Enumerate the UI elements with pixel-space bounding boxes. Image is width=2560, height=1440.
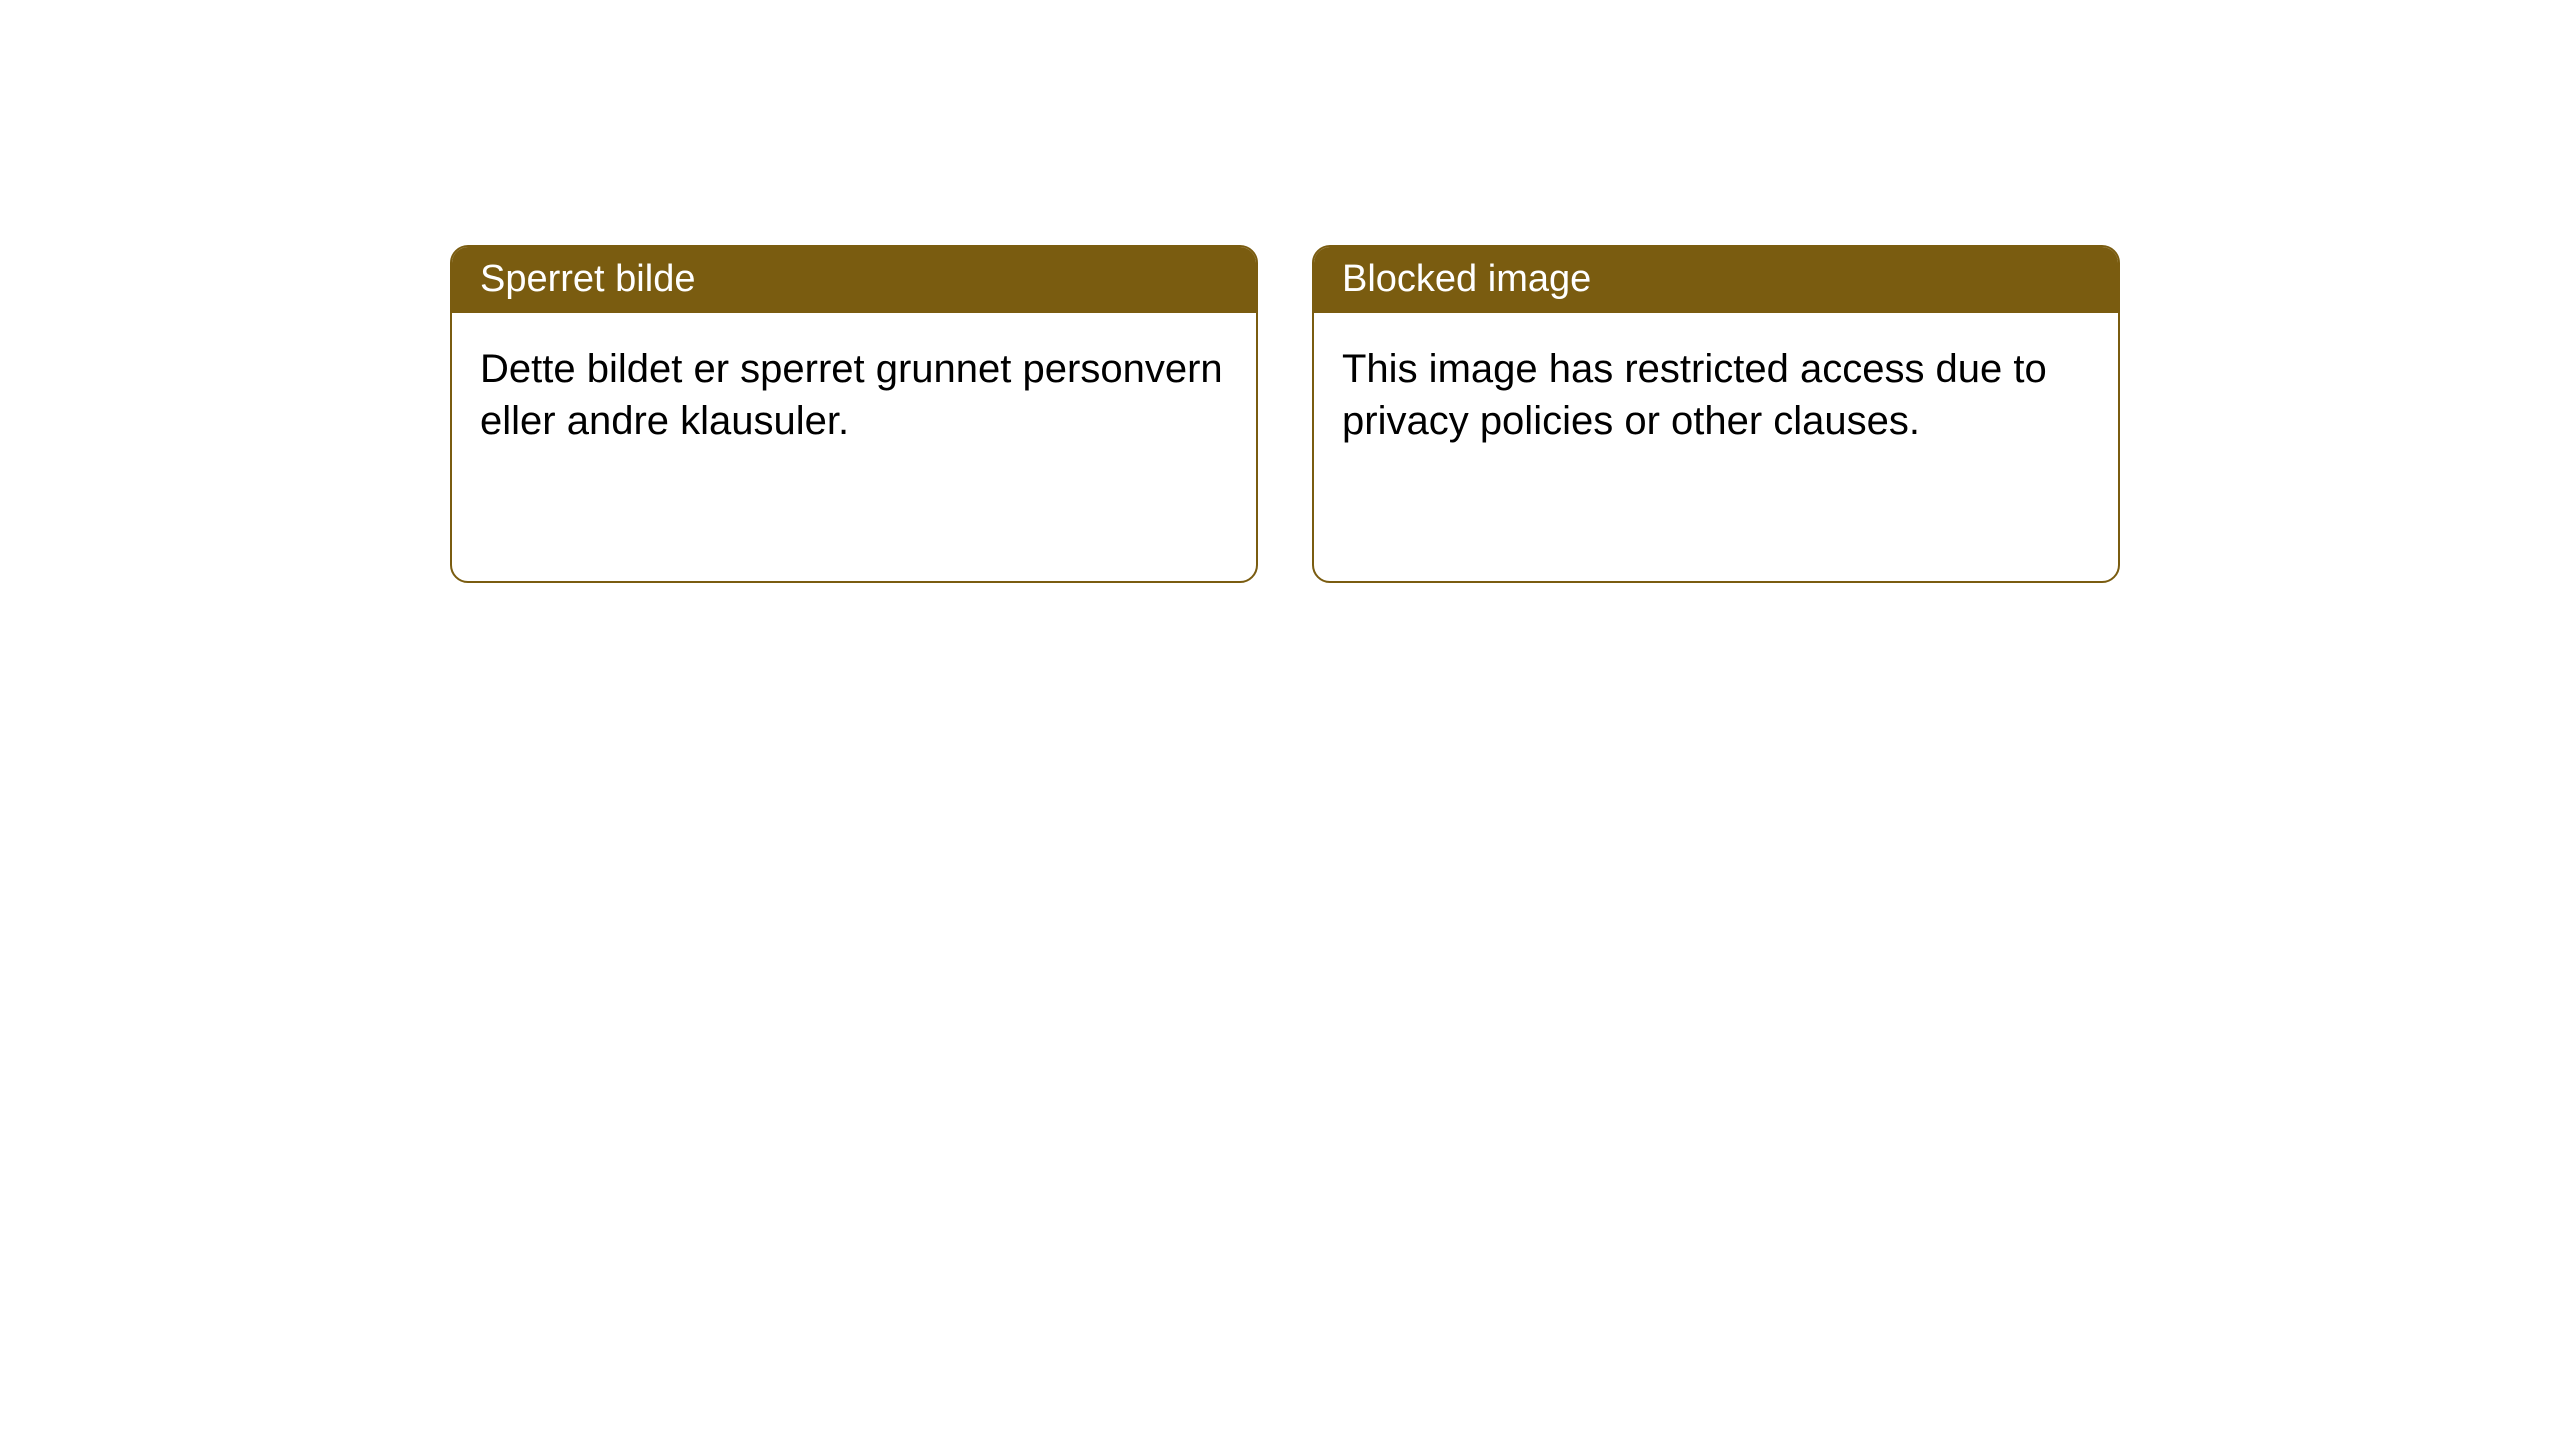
- card-title: Sperret bilde: [480, 258, 695, 300]
- card-body-text: Dette bildet er sperret grunnet personve…: [480, 347, 1223, 443]
- cards-container: Sperret bilde Dette bildet er sperret gr…: [450, 245, 2120, 583]
- card-body-text: This image has restricted access due to …: [1342, 347, 2047, 443]
- blocked-image-card-no: Sperret bilde Dette bildet er sperret gr…: [450, 245, 1258, 583]
- card-header: Blocked image: [1314, 247, 2118, 313]
- card-header: Sperret bilde: [452, 247, 1256, 313]
- card-body: This image has restricted access due to …: [1314, 313, 2118, 477]
- card-body: Dette bildet er sperret grunnet personve…: [452, 313, 1256, 477]
- blocked-image-card-en: Blocked image This image has restricted …: [1312, 245, 2120, 583]
- card-title: Blocked image: [1342, 258, 1591, 300]
